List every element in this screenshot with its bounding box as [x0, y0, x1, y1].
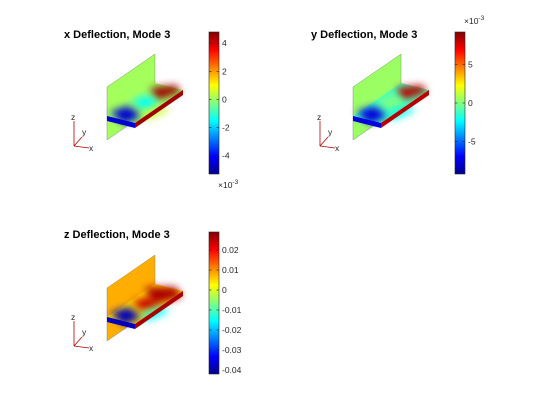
colorbar-tick-label: 0.01: [222, 265, 239, 275]
field-blob: [356, 106, 388, 124]
surface-plot: [106, 254, 183, 342]
colorbar-tick-label: -0.02: [222, 325, 242, 335]
colorbar-ticks: 5 0 -5: [455, 59, 476, 147]
colorbar-ticks: 0.02 0.01 0 -0.01 -0.02 -0.03 -0.04: [209, 245, 242, 375]
triad-label: x: [89, 343, 94, 353]
triad-label: x: [89, 143, 94, 153]
field-blob: [132, 297, 160, 311]
panel-y-deflection: y Deflection, Mode 3 z y x 5 0 -5 ×10-3: [311, 15, 485, 175]
plot-title: y Deflection, Mode 3: [311, 29, 417, 41]
plate-front-edge: [353, 116, 381, 128]
colorbar: 5 0 -5 ×10-3: [454, 15, 485, 175]
plate-front-edge: [107, 116, 135, 128]
colorbar-multiplier: ×10-3: [464, 15, 485, 26]
colorbar-tick-label: 0: [222, 94, 227, 104]
colorbar-tick-label: 4: [222, 38, 227, 48]
colorbar-tick-label: -5: [468, 137, 476, 147]
colorbar-tick-label: 0: [468, 98, 473, 108]
colorbar-ticks: 4 2 0 -2 -4: [209, 38, 230, 161]
field-blob: [132, 96, 160, 110]
field-blob: [110, 106, 142, 124]
field-blob: [378, 96, 406, 110]
colorbar-tick-label: 2: [222, 66, 227, 76]
field-blob: [396, 85, 427, 100]
colorbar-tick-label: -4: [222, 151, 230, 161]
triad-label: z: [71, 312, 75, 322]
triad-label: x: [335, 143, 340, 153]
plate-front-edge: [107, 317, 135, 329]
triad-label: z: [71, 112, 75, 122]
plot-title: z Deflection, Mode 3: [64, 229, 170, 241]
colorbar-tick-label: -2: [222, 123, 230, 133]
plate-side-edge: [135, 90, 183, 128]
colorbar: 4 2 0 -2 -4 ×10-3: [208, 31, 239, 190]
colorbar-tick-label: -0.04: [222, 365, 242, 375]
plate-side-edge: [135, 291, 183, 329]
colorbar-gradient: [208, 231, 220, 375]
colorbar-tick-label: 0.02: [222, 245, 239, 255]
colorbar-tick-label: -0.01: [222, 305, 242, 315]
colorbar-tick-label: 5: [468, 59, 473, 69]
plate-side-edge: [381, 90, 429, 128]
colorbar-gradient: [208, 31, 220, 175]
axes-triad: z y x: [71, 312, 94, 353]
colorbar-tick-label: 0: [222, 285, 227, 295]
axes-triad: z y x: [71, 112, 94, 153]
field-blob: [150, 85, 181, 100]
axes-triad: z y x: [317, 112, 340, 153]
panel-z-deflection: z Deflection, Mode 3 z y x 0.02 0.01 0 -0.0…: [64, 229, 242, 375]
triad-label: y: [82, 127, 87, 137]
surface-plot: [106, 53, 183, 141]
panel-x-deflection: x Deflection, Mode 3 z y x 4 2 0 -2 -4 ×10-3: [64, 29, 239, 190]
surface-plot: [352, 53, 429, 141]
triad-label: z: [317, 112, 321, 122]
colorbar-tick-label: -0.03: [222, 345, 242, 355]
colorbar: 0.02 0.01 0 -0.01 -0.02 -0.03 -0.04: [208, 231, 242, 375]
triad-label: y: [82, 327, 87, 337]
plot-title: x Deflection, Mode 3: [64, 29, 170, 41]
field-blob: [110, 307, 142, 325]
triad-label: y: [328, 127, 333, 137]
colorbar-multiplier: ×10-3: [218, 179, 239, 190]
